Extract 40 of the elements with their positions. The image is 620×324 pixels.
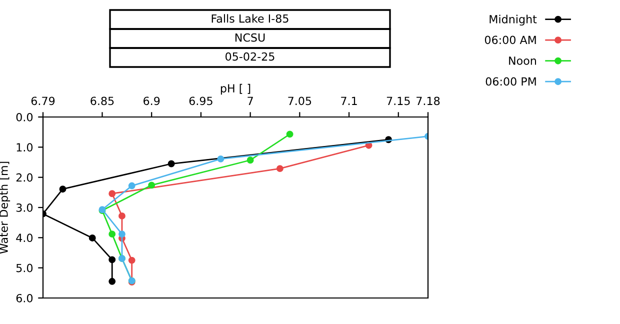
x-tick-label: 6.79 <box>31 96 55 106</box>
legend-label: Noon <box>509 56 536 65</box>
point <box>108 256 116 264</box>
x-tick-label: 7.18 <box>416 96 440 106</box>
point <box>286 130 294 138</box>
chart-title: Falls Lake I-85 <box>212 14 288 23</box>
y-tick-label: 2.0 <box>16 173 33 182</box>
point <box>128 182 136 190</box>
point <box>148 182 156 189</box>
point <box>108 278 116 285</box>
point <box>88 234 96 242</box>
point <box>118 212 126 220</box>
point <box>128 256 136 264</box>
x-tick-label: 7 <box>248 96 253 105</box>
point <box>246 156 254 164</box>
y-tick-label: 6.0 <box>16 294 33 302</box>
y-tick-label: 5.0 <box>16 264 33 272</box>
y-tick-label: 4.0 <box>16 234 33 242</box>
y-tick-label: 0.0 <box>16 112 33 122</box>
y-tick-label: 3.0 <box>16 203 33 212</box>
point <box>217 155 224 162</box>
text: 05-02-25 <box>226 52 274 61</box>
x-tick-label: 7.05 <box>288 96 312 106</box>
point <box>59 186 66 193</box>
point <box>276 165 284 172</box>
chart-subtitle: NCSU <box>235 33 265 42</box>
x-tick-label: 7.15 <box>386 96 410 106</box>
y-tick-label: 1.0 <box>16 143 33 152</box>
x-tick-label: 6.85 <box>90 96 114 106</box>
point <box>118 230 126 238</box>
x-tick-label: 6.9 <box>144 96 160 106</box>
x-axis-title: pH [ ] <box>220 84 250 95</box>
legend-label: 06:00 AM <box>484 36 536 44</box>
x-tick-label: 6.95 <box>189 96 212 106</box>
point <box>108 230 116 238</box>
point <box>168 160 175 168</box>
legend-label: 06:00 PM <box>486 77 536 86</box>
x-tick-label: 7.1 <box>341 96 357 105</box>
legend-label: Midnight <box>490 14 537 26</box>
point <box>108 190 116 198</box>
